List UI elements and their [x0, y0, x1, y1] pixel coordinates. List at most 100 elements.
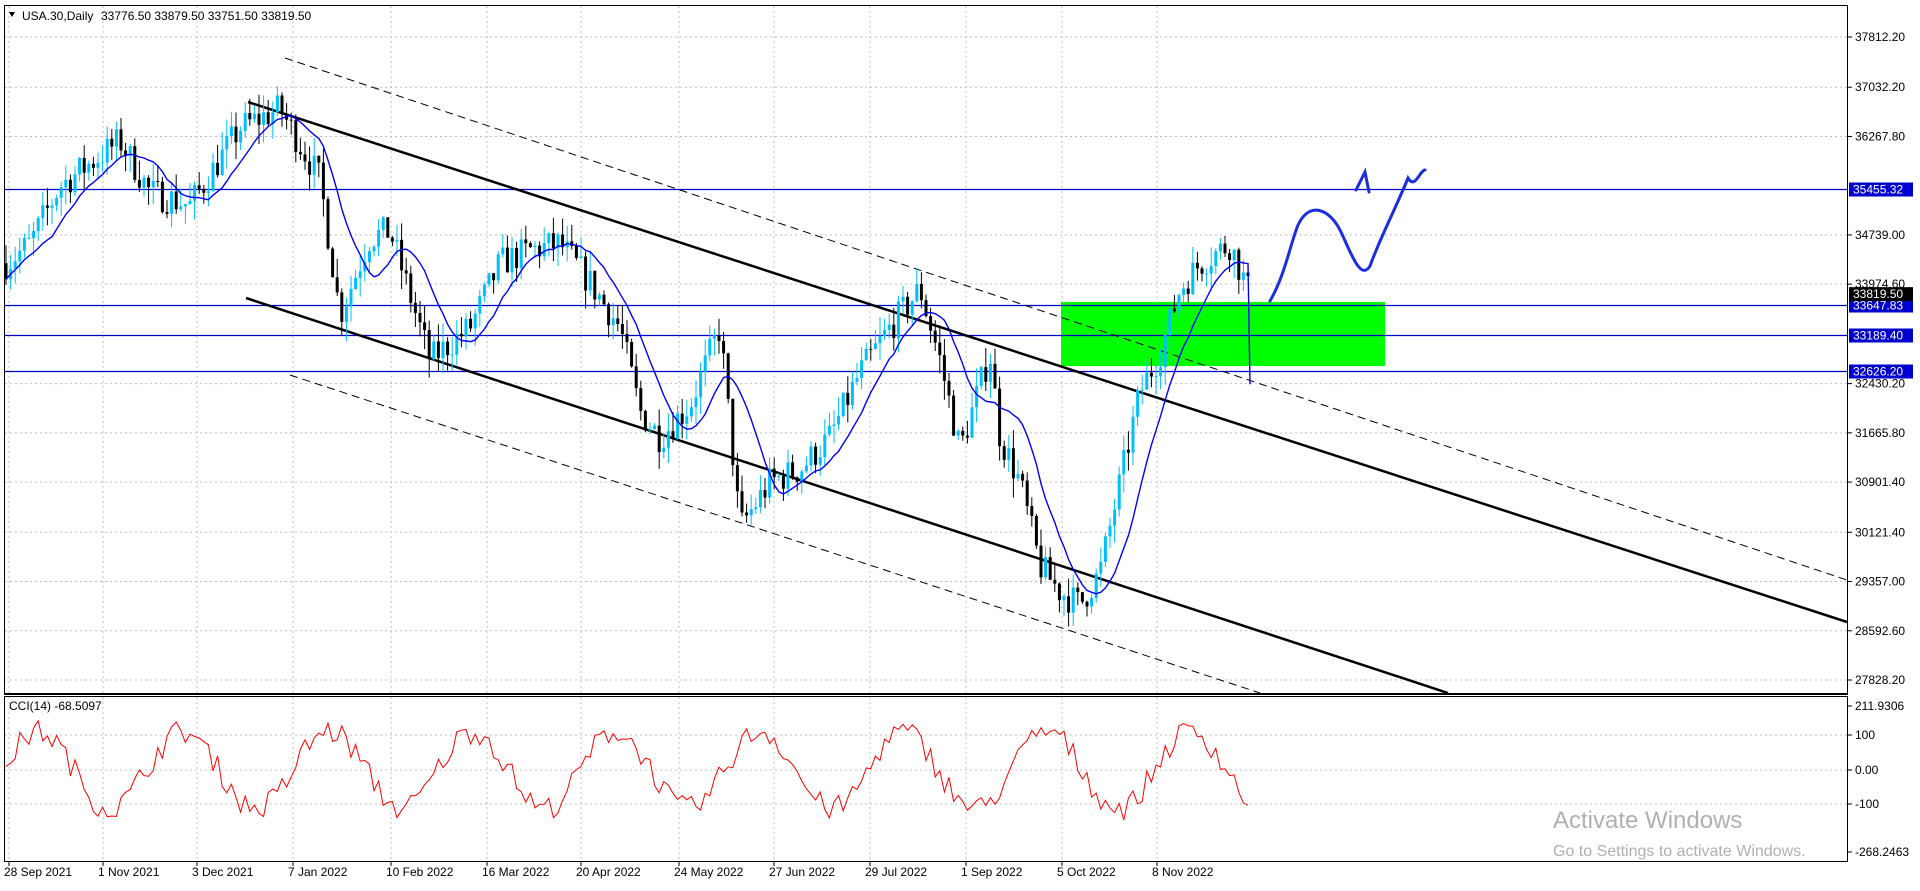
candle-body [634, 366, 638, 389]
candle-body [1094, 573, 1098, 599]
support-zone[interactable] [1061, 302, 1385, 366]
candle-body [998, 388, 1002, 447]
cci-tick-label: -268.2463 [1855, 845, 1909, 859]
candle-body [239, 130, 243, 143]
price-tick-label: 31665.80 [1855, 426, 1905, 440]
candle-body [602, 294, 606, 305]
time-tick-label: 5 Oct 2022 [1057, 865, 1116, 879]
candle-body [82, 158, 86, 173]
candle-body [984, 367, 988, 382]
support-zone-rect[interactable] [1061, 302, 1385, 366]
candle-body [344, 306, 348, 322]
cci-label: CCI(14) -68.5097 [9, 699, 102, 713]
candle-body [349, 288, 353, 307]
price-tick-label: 30121.40 [1855, 525, 1905, 539]
channel-main-line[interactable] [247, 100, 1848, 624]
candle-body [666, 431, 670, 448]
channel-outer-dashed-line[interactable] [284, 57, 1848, 581]
chart-header: USA.30,Daily 33776.50 33879.50 33751.50 … [9, 9, 312, 23]
candle-body [151, 180, 155, 187]
candle-body [257, 113, 261, 125]
projection-arrow-path[interactable] [1268, 168, 1427, 303]
candle-body [423, 322, 427, 331]
price-tick-label: 27828.20 [1855, 673, 1905, 687]
triangle-down-icon[interactable] [9, 12, 15, 17]
channel-main-line[interactable] [245, 296, 1449, 695]
candle-body [680, 413, 684, 424]
candle-body [763, 490, 767, 498]
candle-body [216, 162, 220, 176]
candle-body [1177, 295, 1181, 312]
candle-body [643, 410, 647, 431]
candle-body [59, 187, 63, 198]
hand-drawn-projection[interactable] [1268, 167, 1427, 303]
main-chart-panel[interactable] [4, 5, 1848, 694]
candle-body [1025, 480, 1029, 506]
candle-body [450, 354, 454, 356]
current-price-label: 33819.50 [1853, 287, 1903, 301]
price-tick-label: 32430.20 [1855, 377, 1905, 391]
candle-body [630, 342, 634, 367]
candle-body [938, 342, 942, 356]
candle-body [542, 243, 546, 257]
candle-body [735, 465, 739, 492]
candle-body [993, 363, 997, 389]
candle-body [864, 348, 868, 361]
candle-body [860, 360, 864, 379]
candle-body [197, 185, 201, 189]
candle-body [50, 205, 54, 208]
candle-body [404, 270, 408, 274]
candle-body [556, 234, 560, 249]
candle-body [1002, 446, 1006, 460]
candle-body [639, 388, 643, 411]
cci-indicator-panel[interactable] [4, 696, 1848, 862]
regression-channel[interactable] [245, 57, 1848, 695]
time-tick-label: 28 Sep 2021 [4, 865, 72, 879]
candle-body [124, 150, 128, 156]
candle-body [64, 179, 68, 188]
candle-body [754, 507, 758, 510]
moving-average-line [5, 114, 1251, 595]
candle-body [478, 296, 482, 314]
candle-body [147, 177, 151, 187]
candle-body [551, 233, 555, 249]
candle-body [988, 363, 992, 382]
watermark-subtitle: Go to Settings to activate Windows. [1553, 843, 1806, 860]
candle-body [841, 392, 845, 417]
candle-body [740, 491, 744, 513]
grid [5, 6, 1847, 861]
candle-body [234, 126, 238, 143]
channel-outer-dashed-line[interactable] [289, 374, 1261, 694]
candle-body [1237, 249, 1241, 280]
candle-body [41, 205, 45, 219]
candle-body [73, 174, 77, 193]
candle-body [708, 338, 712, 356]
candle-body [685, 416, 689, 424]
candle-body [110, 138, 114, 147]
cci-tick-label: -100 [1855, 797, 1879, 811]
candle-body [1136, 390, 1140, 417]
candle-body [777, 476, 781, 478]
time-tick-label: 10 Feb 2022 [386, 865, 454, 879]
candle-body [689, 407, 693, 417]
candle-body [814, 446, 818, 465]
price-tick-label: 34739.00 [1855, 228, 1905, 242]
candle-body [1195, 262, 1199, 269]
watermark-title: Activate Windows [1553, 807, 1742, 834]
candle-body [87, 163, 91, 173]
candle-body [837, 416, 841, 425]
price-level-tag [1849, 298, 1913, 313]
price-level-label: 35455.32 [1853, 183, 1903, 197]
candle-body [32, 230, 36, 238]
candle-body [607, 304, 611, 326]
candle-body [1140, 389, 1144, 391]
candle-body [1126, 449, 1130, 453]
candle-body [694, 397, 698, 408]
candle-body [326, 199, 330, 249]
candle-body [45, 205, 49, 208]
candle-body [519, 239, 523, 269]
candle-body [459, 333, 463, 337]
candle-body [409, 273, 413, 303]
candle-body [1186, 288, 1190, 295]
